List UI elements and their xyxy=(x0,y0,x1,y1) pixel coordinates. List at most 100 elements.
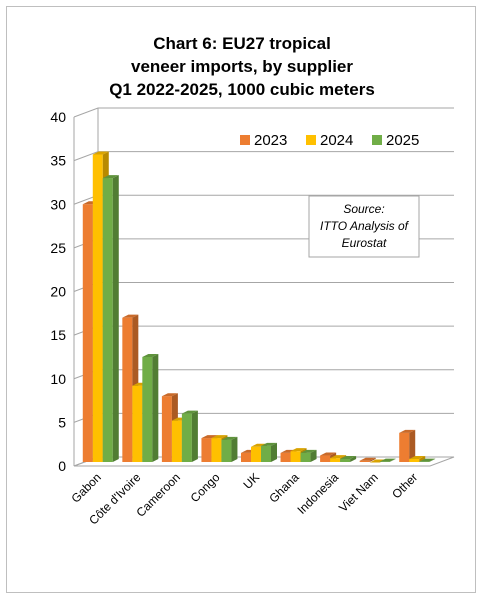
bar xyxy=(221,436,238,462)
bar-front-face xyxy=(132,385,143,462)
bar-front-face xyxy=(142,356,153,462)
bar xyxy=(300,449,317,462)
source-annotation: Source: ITTO Analysis of Eurostat xyxy=(308,195,420,258)
y-tick-label: 0 xyxy=(58,458,66,474)
legend-swatch-2024 xyxy=(306,135,316,145)
bar-front-face xyxy=(181,413,192,462)
source-annotation-box xyxy=(308,195,420,258)
bar-side-face xyxy=(112,175,119,462)
bar-top-face xyxy=(261,442,277,446)
bar-top-face xyxy=(399,429,416,433)
bar-top-face xyxy=(201,435,218,439)
y-tick-label: 40 xyxy=(50,109,66,125)
bar-side-face xyxy=(231,436,238,462)
x-tick-label: Viet Nam xyxy=(336,470,381,515)
y-tick-label: 15 xyxy=(50,327,66,343)
bar-front-face xyxy=(241,452,251,462)
legend-label-2023: 2023 xyxy=(254,132,287,149)
y-tick-label: 35 xyxy=(50,153,66,169)
bar-top-face xyxy=(102,175,119,179)
bar-side-face xyxy=(271,442,277,462)
bar-top-face xyxy=(92,151,109,155)
bar-side-face xyxy=(191,410,198,462)
bar-front-face xyxy=(161,396,172,462)
bar-top-face xyxy=(161,393,178,397)
gridline xyxy=(73,282,454,292)
source-annotation-line-1: Source: xyxy=(343,202,384,216)
bar-front-face xyxy=(92,154,103,462)
legend-label-2024: 2024 xyxy=(320,132,353,149)
bar-top-face xyxy=(211,435,228,439)
bar-front-face xyxy=(300,452,311,462)
bar-front-face xyxy=(409,459,420,462)
bar-top-face xyxy=(379,458,396,462)
bar xyxy=(261,442,277,462)
bar-side-face xyxy=(429,458,436,462)
bar-top-face xyxy=(330,455,347,459)
x-tick-label: Ghana xyxy=(266,470,302,506)
bar-front-face xyxy=(171,420,182,462)
x-tick-label: Congo xyxy=(188,470,223,505)
legend: 2023 2024 2025 xyxy=(240,132,419,149)
bar xyxy=(102,175,119,462)
gridline xyxy=(73,107,454,118)
bar-front-face xyxy=(359,460,370,462)
bar xyxy=(379,458,396,462)
bar-top-face xyxy=(122,314,139,318)
y-tick-label: 10 xyxy=(50,371,66,387)
bar-top-face xyxy=(409,456,426,460)
source-annotation-line-2: ITTO Analysis of xyxy=(320,219,410,233)
y-tick-label: 5 xyxy=(58,414,66,430)
gridline xyxy=(73,151,454,162)
bar xyxy=(419,458,436,462)
chart-title: Chart 6: EU27 tropical veneer imports, b… xyxy=(109,34,375,99)
bar-front-face xyxy=(330,458,341,462)
x-tick-label: UK xyxy=(240,470,262,492)
bar-front-face xyxy=(290,451,301,462)
bar-top-face xyxy=(300,449,317,453)
y-tick-label: 25 xyxy=(50,240,66,256)
bar-front-face xyxy=(280,452,291,462)
y-tick-label: 30 xyxy=(50,196,66,212)
bar-top-face xyxy=(340,456,357,460)
chart-canvas: Chart 6: EU27 tropical veneer imports, b… xyxy=(50,34,455,527)
bar-top-face xyxy=(251,443,267,447)
source-annotation-line-3: Eurostat xyxy=(342,236,387,250)
bar-side-face xyxy=(419,456,426,462)
chart-title-line-2: veneer imports, by supplier xyxy=(131,57,353,76)
chart-frame: Chart 6: EU27 tropical veneer imports, b… xyxy=(6,6,476,593)
bar xyxy=(181,410,198,462)
legend-swatch-2025 xyxy=(372,135,382,145)
bar-front-face xyxy=(261,445,271,462)
bar-front-face xyxy=(340,459,351,462)
bar-top-face xyxy=(142,353,159,357)
bar-front-face xyxy=(122,317,133,462)
bar-side-face xyxy=(409,429,416,462)
bar-front-face xyxy=(399,432,410,462)
bar-side-face xyxy=(310,449,317,462)
bar xyxy=(359,457,376,462)
bar-front-face xyxy=(221,439,232,462)
x-tick-label: Indonesia xyxy=(295,470,342,517)
bar-side-face xyxy=(389,458,396,462)
bar-top-face xyxy=(181,410,198,414)
bar-front-face xyxy=(201,438,212,462)
bar-front-face xyxy=(320,455,331,462)
legend-swatch-2023 xyxy=(240,135,250,145)
bar-top-face xyxy=(221,436,238,440)
bar-top-face xyxy=(369,459,386,463)
bar-front-face xyxy=(82,204,93,462)
chart-title-line-3: Q1 2022-2025, 1000 cubic meters xyxy=(109,80,375,99)
bar-side-face xyxy=(369,457,376,462)
bar-top-face xyxy=(419,458,436,462)
bar-top-face xyxy=(290,448,307,452)
bar-top-face xyxy=(320,452,337,456)
bar xyxy=(409,456,426,462)
bar-side-face xyxy=(350,456,357,462)
bar-side-face xyxy=(152,353,159,462)
bar xyxy=(399,429,416,462)
x-tick-label: Other xyxy=(389,470,420,501)
bar xyxy=(142,353,159,462)
bar-front-face xyxy=(251,446,261,462)
